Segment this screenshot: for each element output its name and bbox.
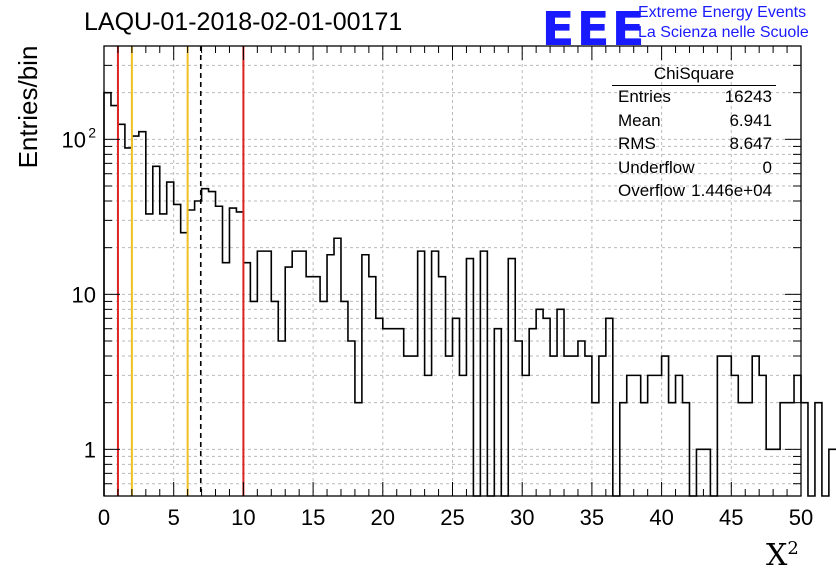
stats-key: Entries [618,87,671,106]
x-tick-label: 30 [510,505,534,530]
stats-row: Overflow 1.446e+04 [612,181,776,205]
stats-value: 0 [762,157,772,177]
x-axis-label: X2 [766,538,799,573]
x-tick-label: 20 [371,505,395,530]
logo-subtitle-line2: La Scienza nelle Scuole [638,24,809,41]
stats-key: Mean [618,110,661,130]
x-axis-label-superscript: 2 [787,538,799,559]
y-tick-label: 1 [84,437,96,462]
stats-key: RMS [618,134,656,153]
stats-value: 16243 [724,87,772,106]
stats-row: RMS 8.647 [612,134,776,158]
x-tick-label: 15 [301,505,325,530]
y-tick-label: 10 [72,282,96,307]
logo-subtitle-line1: Extreme Energy Events [638,4,807,21]
stats-key: Underflow [618,157,695,177]
eee-logo: EEE [541,2,647,56]
stats-value: 8.647 [729,134,772,153]
x-tick-label: 50 [789,505,813,530]
stats-box: ChiSquare Entries 16243 Mean 6.941 RMS 8… [612,64,776,205]
x-tick-label: 40 [649,505,673,530]
y-axis-label: Entries/bin [13,45,43,169]
stats-row: Entries 16243 [612,87,776,111]
x-axis-label-base: X [766,538,788,573]
stats-value: 6.941 [729,110,772,130]
stats-row: Mean 6.941 [612,111,776,135]
x-tick-label: 5 [168,505,180,530]
y-tick-label: 10 [62,127,86,152]
stats-value: 1.446e+04 [691,181,772,200]
x-tick-label: 45 [719,505,743,530]
x-tick-label: 25 [440,505,464,530]
chart-title: LAQU-01-2018-02-01-00171 [84,8,403,36]
x-tick-label: 0 [98,505,110,530]
stats-key: Overflow [618,181,686,200]
stats-title: ChiSquare [612,64,776,86]
y-tick-label-exponent: 2 [88,124,96,140]
stats-row: Underflow 0 [612,158,776,182]
x-tick-label: 35 [580,505,604,530]
x-tick-label: 10 [231,505,255,530]
